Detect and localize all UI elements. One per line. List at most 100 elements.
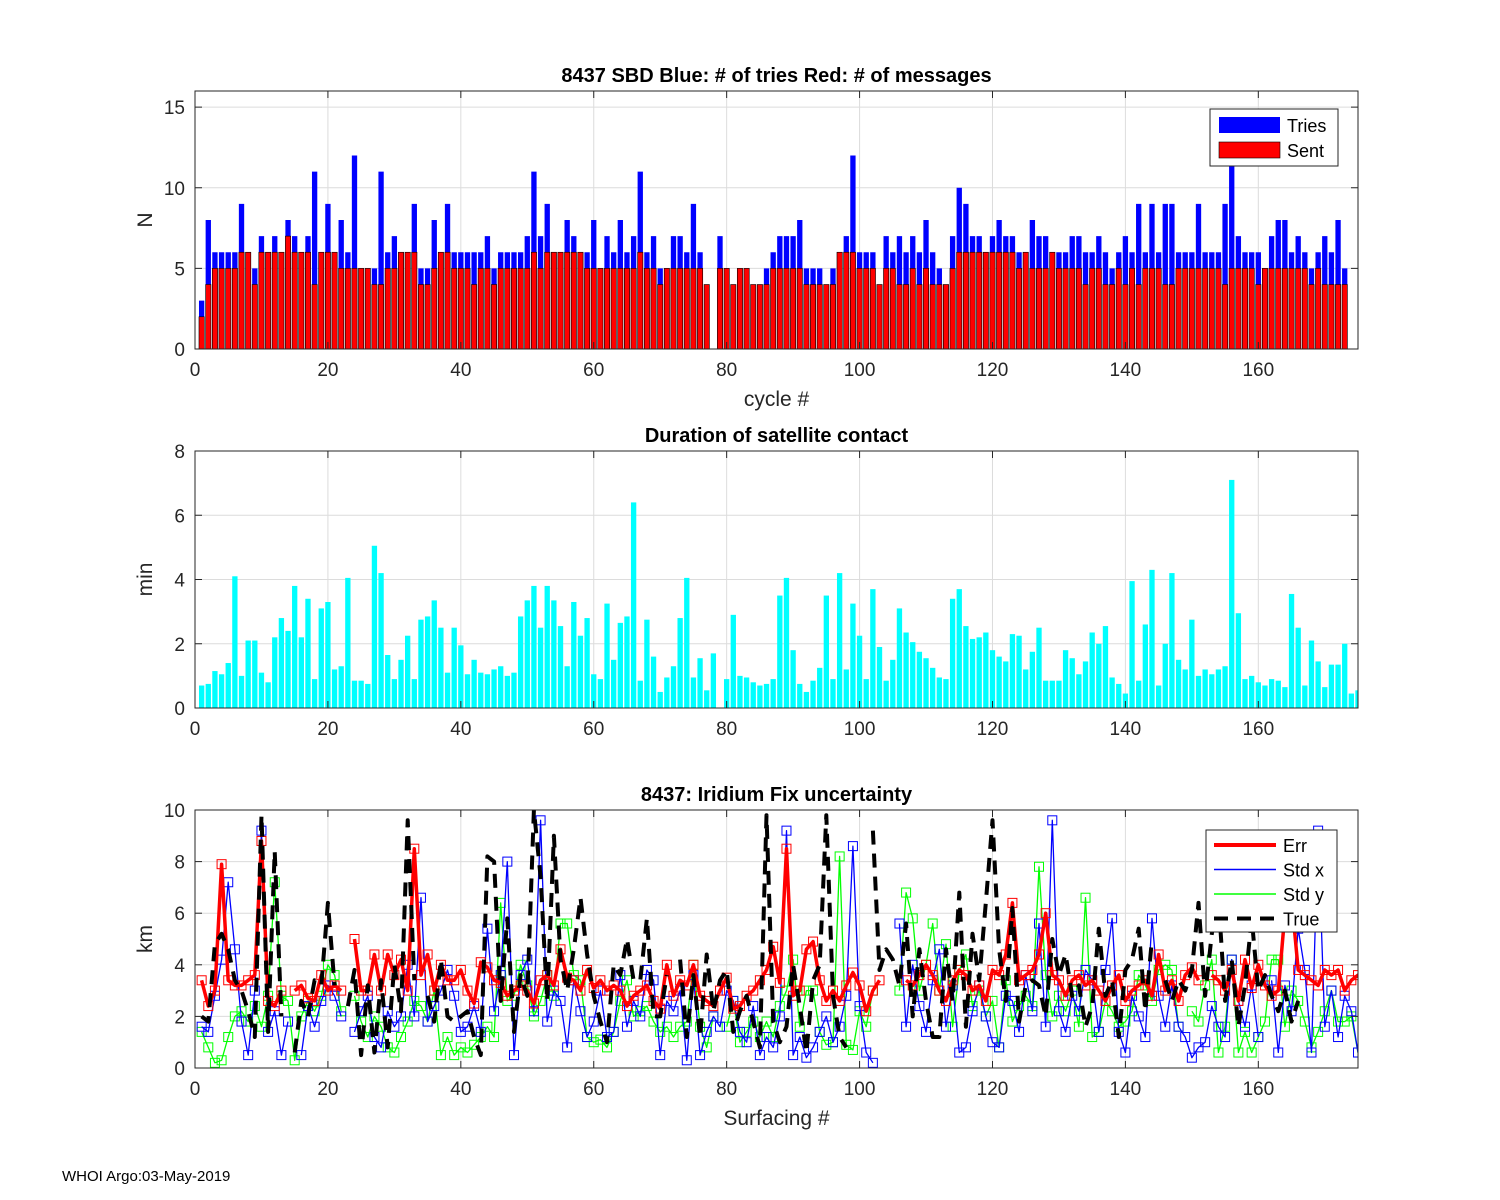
duration-bar xyxy=(1076,674,1082,708)
series-marker xyxy=(1253,959,1264,970)
sent-bar xyxy=(637,251,644,349)
sent-bar xyxy=(211,268,218,349)
series-marker xyxy=(462,985,473,996)
series-marker xyxy=(648,975,659,986)
chart-title: 8437 SBD Blue: # of tries Red: # of mess… xyxy=(561,65,991,87)
series-marker xyxy=(621,1021,632,1032)
duration-bar xyxy=(458,645,464,708)
series-marker xyxy=(1339,985,1350,996)
series-marker xyxy=(1060,1026,1071,1037)
series-marker xyxy=(1200,1037,1211,1048)
sent-bar xyxy=(969,251,976,349)
series-marker xyxy=(502,856,513,867)
x-tick-label: 0 xyxy=(190,719,201,740)
series-marker xyxy=(967,1006,978,1017)
x-tick-label: 140 xyxy=(1110,719,1142,740)
duration-bar xyxy=(757,685,763,708)
series-marker xyxy=(276,1050,287,1061)
duration-bar xyxy=(411,679,417,708)
series-marker xyxy=(734,1037,745,1048)
duration-bar xyxy=(278,618,285,708)
series-marker xyxy=(369,949,380,960)
sent-bar xyxy=(1016,268,1023,349)
duration-bar xyxy=(1262,685,1268,708)
duration-bar xyxy=(1229,479,1235,708)
series-marker xyxy=(462,1047,473,1058)
sent-bar xyxy=(504,268,511,349)
duration-bar xyxy=(305,598,311,708)
sent-bar xyxy=(1242,268,1248,349)
sent-bar xyxy=(258,251,265,349)
series-marker xyxy=(940,1021,951,1032)
duration-bar xyxy=(797,683,803,708)
series-marker xyxy=(1213,1021,1224,1032)
duration-bar xyxy=(1209,674,1215,708)
duration-bar xyxy=(371,545,378,708)
sent-bar xyxy=(717,268,723,349)
series-marker xyxy=(1306,1047,1317,1058)
duration-bar xyxy=(850,603,856,708)
plot-area xyxy=(198,479,1358,708)
series-marker xyxy=(216,859,227,870)
series-marker xyxy=(528,1011,539,1022)
duration-bar xyxy=(511,672,517,708)
series-marker xyxy=(1120,1047,1131,1058)
y-tick-label: 10 xyxy=(164,179,185,200)
series-marker xyxy=(1080,964,1091,975)
sent-bar xyxy=(1268,268,1275,349)
series-marker xyxy=(675,975,686,986)
series-marker xyxy=(356,1016,367,1027)
duration-bar xyxy=(856,635,863,708)
series-marker xyxy=(854,980,865,991)
duration-bar xyxy=(890,659,896,708)
sent-bar xyxy=(271,251,278,349)
sent-bar xyxy=(471,284,478,349)
duration-bar xyxy=(311,679,318,708)
sent-bar xyxy=(1062,268,1069,349)
series-marker xyxy=(336,985,347,996)
duration-bar xyxy=(1142,624,1148,708)
sent-bar xyxy=(823,284,830,349)
series-marker xyxy=(1306,975,1317,986)
sent-bar xyxy=(550,251,557,349)
series-marker xyxy=(715,1021,726,1032)
tries-bar xyxy=(1136,203,1142,349)
series-marker xyxy=(1133,980,1144,991)
sent-bar xyxy=(444,251,451,349)
x-tick-label: 20 xyxy=(317,719,338,740)
duration-bar xyxy=(1122,693,1129,708)
duration-bar xyxy=(1102,626,1109,708)
sent-bar xyxy=(1009,251,1016,349)
duration-bar xyxy=(1182,669,1188,708)
duration-bar xyxy=(650,656,657,708)
series-marker xyxy=(1266,954,1277,965)
series-marker xyxy=(748,1001,759,1012)
duration-bar xyxy=(763,683,770,708)
series-marker xyxy=(243,1050,254,1061)
sent-bar xyxy=(630,268,637,349)
series-marker xyxy=(841,980,852,991)
series-marker xyxy=(203,1042,214,1053)
duration-bar xyxy=(471,659,477,708)
duration-bar xyxy=(591,674,597,708)
series-marker xyxy=(283,1016,294,1027)
duration-bar xyxy=(198,685,205,708)
duration-bar xyxy=(1023,669,1029,708)
duration-bar xyxy=(577,635,584,708)
series-marker xyxy=(987,995,998,1006)
sent-bar xyxy=(830,284,836,349)
series-marker xyxy=(1060,1006,1071,1017)
series-marker xyxy=(661,1021,672,1032)
y-tick-label: 5 xyxy=(174,259,185,280)
sent-bar xyxy=(570,251,577,349)
duration-bar xyxy=(351,680,358,708)
sent-bar xyxy=(776,268,783,349)
sent-bar xyxy=(796,268,803,349)
duration-bar xyxy=(670,666,677,708)
duration-bar xyxy=(1169,573,1175,708)
legend-label-err: Err xyxy=(1283,836,1307,856)
duration-bar xyxy=(1308,640,1315,708)
series-marker xyxy=(1040,970,1051,981)
series-marker xyxy=(588,1037,599,1048)
sent-bar xyxy=(331,251,338,349)
